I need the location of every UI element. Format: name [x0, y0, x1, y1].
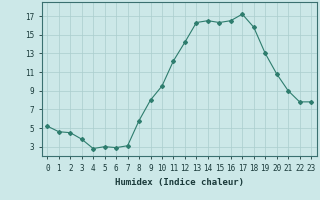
X-axis label: Humidex (Indice chaleur): Humidex (Indice chaleur): [115, 178, 244, 187]
